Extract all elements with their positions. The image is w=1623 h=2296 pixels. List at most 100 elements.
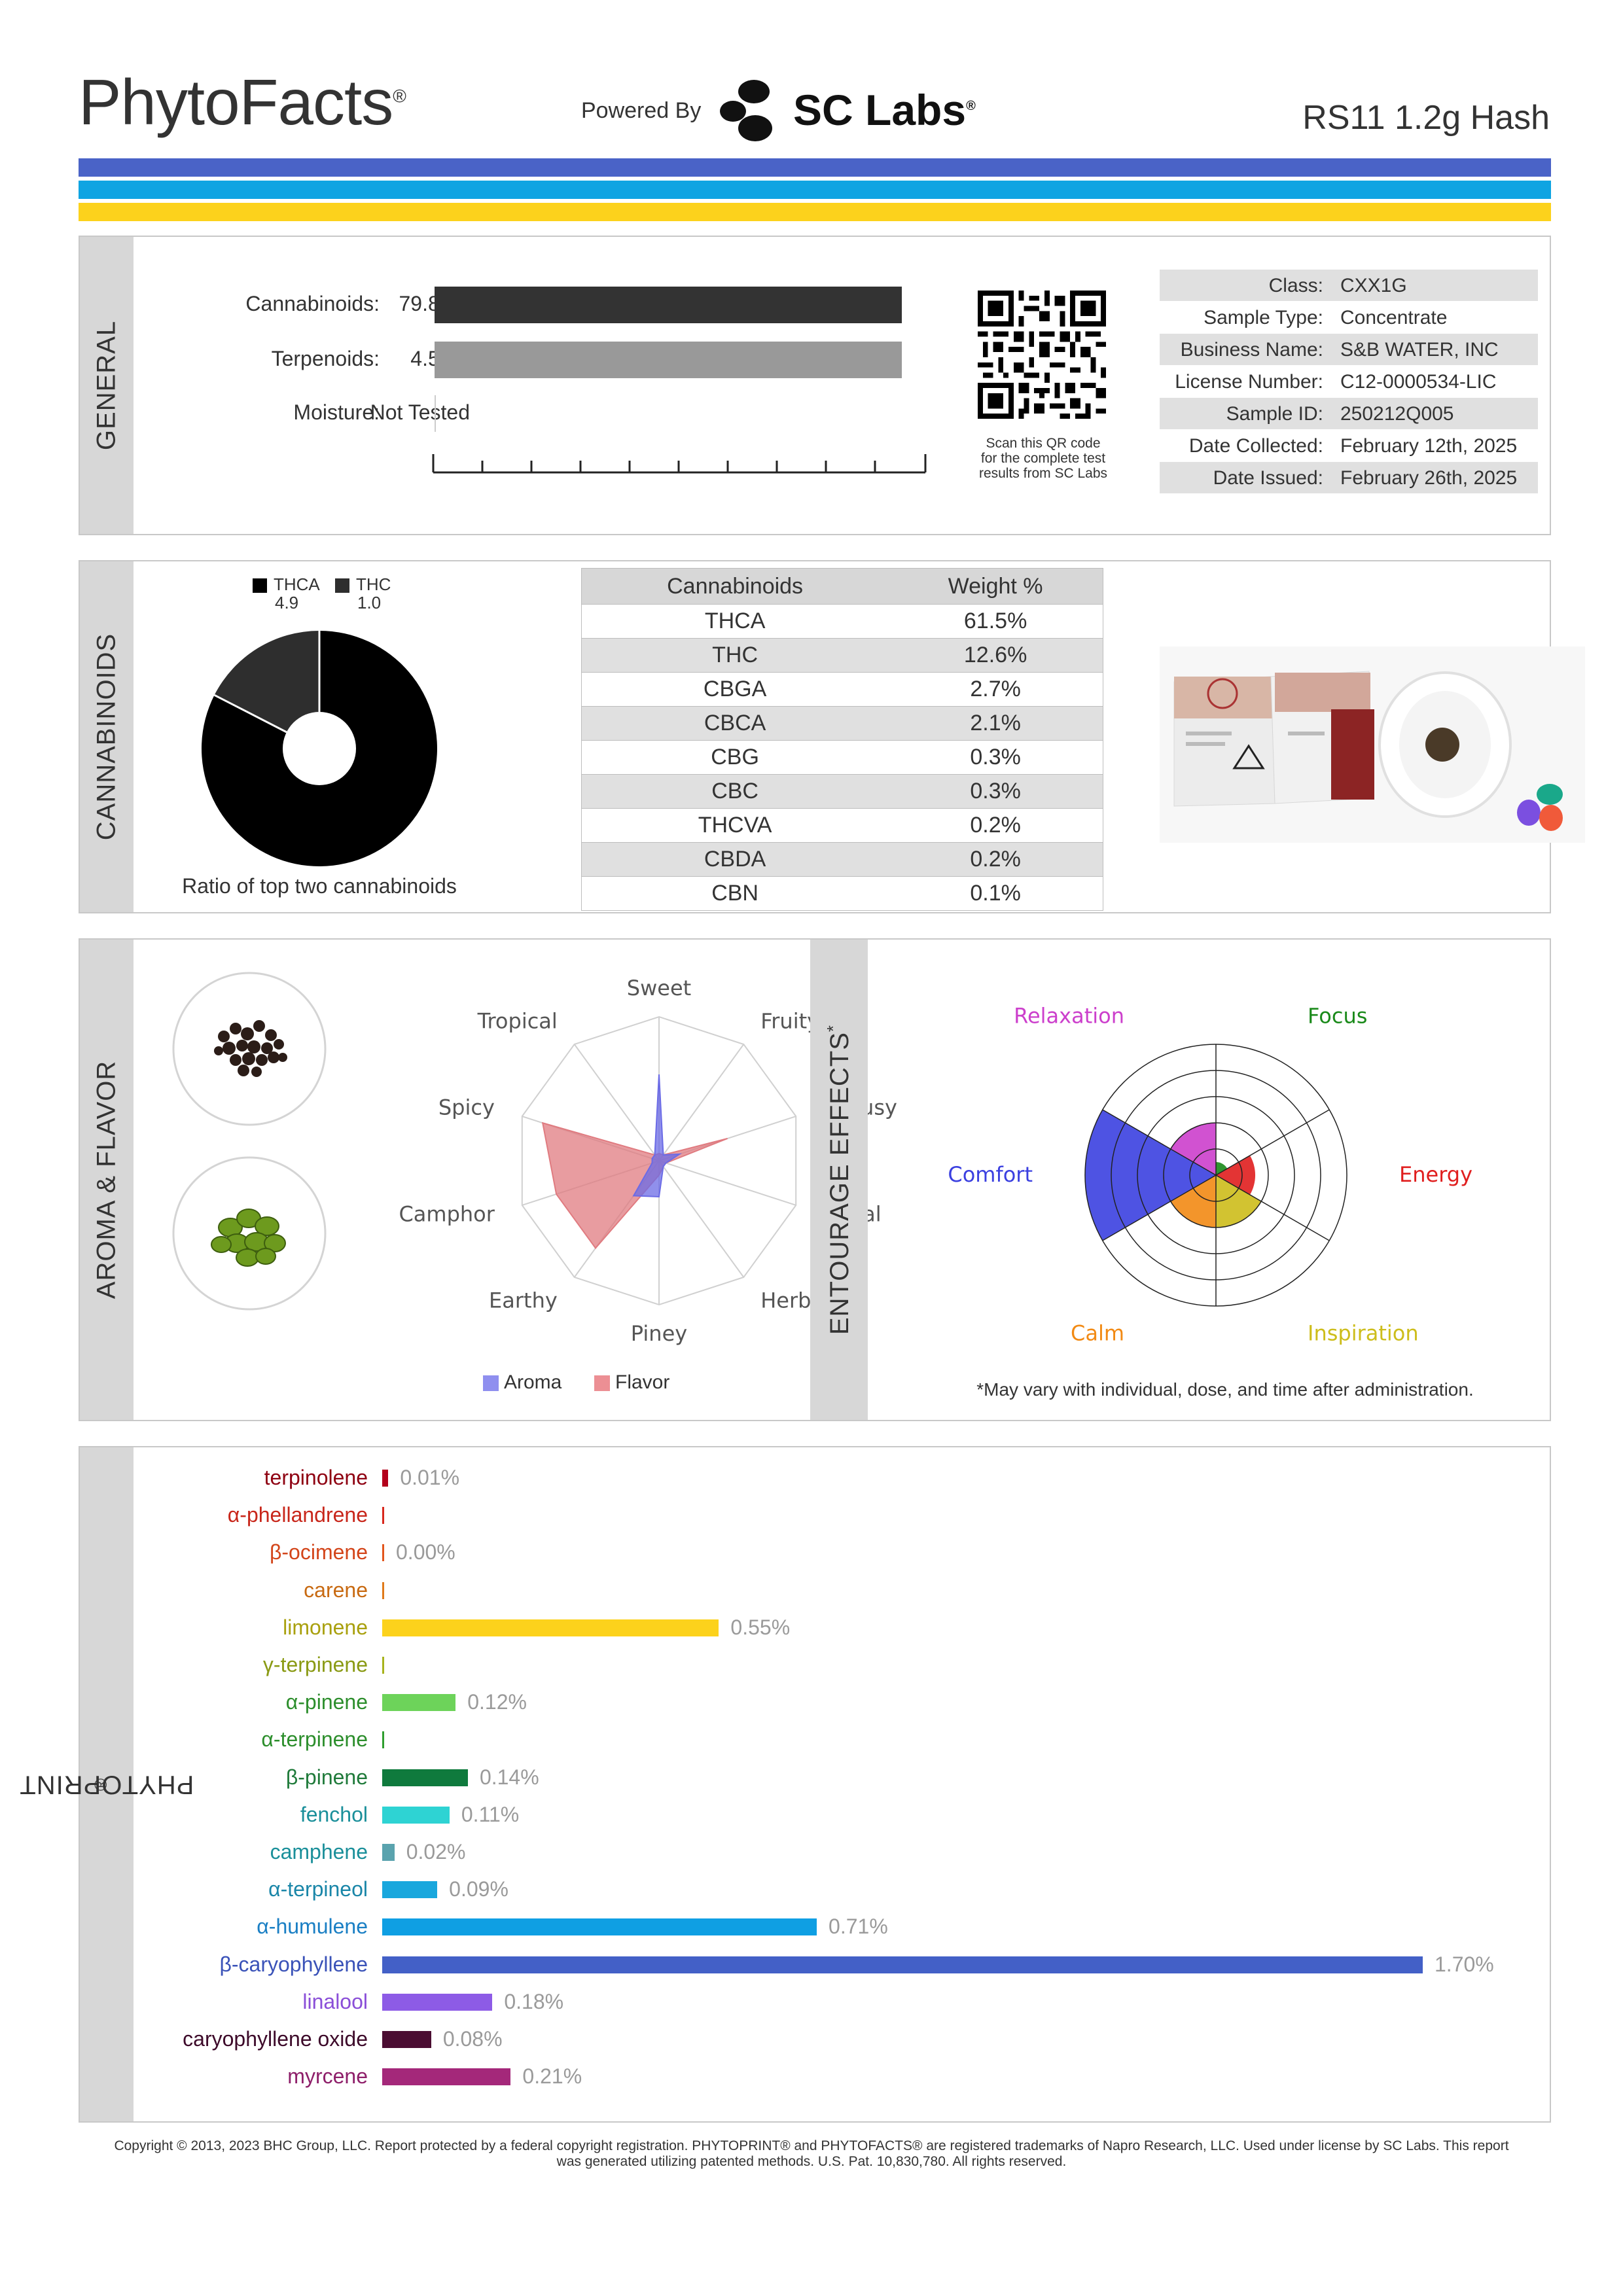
legend-swatch-aroma [483, 1375, 499, 1391]
info-value: 250212Q005 [1340, 403, 1454, 425]
table-cell: 0.1% [888, 876, 1103, 911]
info-value: February 12th, 2025 [1340, 435, 1518, 457]
terpene-value-label: 0.00% [396, 1540, 455, 1564]
effect-label-calm: Calm [1071, 1321, 1124, 1346]
terpene-value-label: 0.01% [400, 1466, 460, 1489]
aroma-tab: AROMA & FLAVOR [80, 940, 134, 1420]
radar-axis-label: Piney [631, 1321, 687, 1346]
brand-title: PhytoFacts® [79, 65, 406, 139]
terpene-bar [382, 1918, 817, 1936]
table-cell: CBG [581, 740, 889, 775]
qr-caption-line-3: results from SC Labs [978, 466, 1108, 481]
table-cell: 0.2% [888, 842, 1103, 877]
table-cell: 0.3% [888, 774, 1103, 809]
effect-wedge-comfort [1085, 1110, 1216, 1241]
radar-series-aroma [632, 1074, 683, 1198]
sc-labs-logo-icon [719, 79, 779, 144]
table-cell: THCA [581, 604, 889, 639]
info-key: Class: [1268, 275, 1323, 296]
info-key: Business Name: [1180, 339, 1323, 361]
powered-by: Powered By [581, 98, 702, 123]
terpene-bar [382, 1581, 384, 1599]
table-cell: CBC [581, 774, 889, 809]
terpene-bar [382, 1806, 450, 1824]
info-value: CXX1G [1340, 275, 1407, 296]
legend-ratio-thca: 4.9 [275, 593, 299, 612]
footer-line-1: Copyright © 2013, 2023 BHC Group, LLC. R… [114, 2138, 1509, 2153]
table-cell: THCVA [581, 808, 889, 843]
terpene-bar [382, 1657, 384, 1674]
terpene-value-label: 0.11% [461, 1802, 520, 1826]
terpene-value-label: 0.09% [449, 1877, 508, 1901]
radar-axis-label: Fruity [760, 1008, 819, 1033]
terpene-label: α-pinene [285, 1690, 368, 1714]
terpene-value-label: 0.12% [467, 1690, 527, 1714]
effects-note: *May vary with individual, dose, and tim… [976, 1379, 1474, 1400]
terpene-bar [382, 1470, 389, 1487]
hops-icon [172, 1156, 327, 1311]
terpene-bar [382, 1993, 493, 2011]
terpene-bar-chart: terpinolene 0.01% α-phellandrene β-ocimene 0… [80, 1447, 1550, 2121]
table-header: Cannabinoids [581, 568, 889, 605]
info-row-business-name: Business Name: S&B WATER, INC [1160, 334, 1538, 365]
table-row: CBDA 0.2% [581, 842, 1103, 877]
table-cell: 2.7% [888, 672, 1103, 707]
general-tab-label: GENERAL [92, 320, 121, 451]
terpene-value-label: 1.70% [1435, 1952, 1494, 1976]
polar-spoke [1215, 1109, 1330, 1176]
terpene-bar [382, 1844, 395, 1861]
black-pepper-icon [172, 972, 327, 1126]
donut-slice-thc [214, 631, 319, 741]
terpene-label: β-pinene [285, 1765, 368, 1789]
legend-swatch-thca [253, 578, 267, 593]
moisture-bar [435, 395, 436, 432]
table-cell: CBGA [581, 672, 889, 707]
terpene-label: β-ocimene [269, 1540, 368, 1564]
terpene-bar [382, 1769, 468, 1786]
cannabinoids-table: Cannabinoids Weight % THCA 61.5% THC 12.6% … [581, 568, 1103, 911]
legend-label-thc: THC [356, 574, 391, 594]
legend-label-aroma: Aroma [504, 1371, 562, 1393]
legend-swatch-thc [335, 578, 349, 593]
cannabinoids-bar [435, 287, 902, 323]
radar-spoke [658, 1160, 745, 1278]
table-cell: 0.3% [888, 740, 1103, 775]
table-cell: CBCA [581, 706, 889, 741]
table-row: CBN 0.1% [581, 876, 1103, 911]
general-panel: GENERAL Cannabinoids: 79.84% Terpenoids:… [79, 236, 1551, 535]
table-cell: THC [581, 638, 889, 673]
info-key: Date Collected: [1188, 435, 1323, 457]
table-cell: 61.5% [888, 604, 1103, 639]
terpene-value-label: 0.08% [442, 2027, 503, 2051]
aroma-tab-label: AROMA & FLAVOR [92, 1060, 121, 1299]
info-row-sample-id: Sample ID: 250212Q005 [1160, 398, 1538, 429]
info-key: License Number: [1175, 371, 1323, 393]
effect-wedge-energy [1216, 1156, 1256, 1195]
info-row-sample-type: Sample Type: Concentrate [1160, 302, 1538, 333]
donut-slice-thca [201, 631, 437, 866]
table-cell: 12.6% [888, 638, 1103, 673]
polar-spoke [1102, 1109, 1217, 1176]
cannabinoids-tab: CANNABINOIDS [80, 561, 134, 912]
cannabinoids-tab-label: CANNABINOIDS [92, 633, 121, 841]
cannabinoids-panel: CANNABINOIDS THCA 4.9 THC 1.0 Ratio of t… [79, 560, 1585, 913]
terpene-label: α-terpineol [268, 1877, 368, 1901]
effect-label-energy: Energy [1399, 1162, 1472, 1187]
effects-tab-text: ENTOURAGE EFFECTS [825, 1032, 855, 1335]
stripe-yellow [79, 203, 1551, 221]
brand-trademark: ® [393, 86, 406, 107]
table-cell: 2.1% [888, 706, 1103, 741]
table-row: CBC 0.3% [581, 774, 1103, 809]
terpene-bar [382, 1731, 384, 1749]
lab-name-text: SC Labs [793, 86, 967, 134]
terpene-value-label: 0.21% [522, 2064, 582, 2089]
legend-swatch-flavor [594, 1375, 610, 1391]
effect-label-comfort: Comfort [948, 1162, 1033, 1187]
terpene-value-label: 0.02% [406, 1840, 466, 1863]
radar-axis-label: Earthy [489, 1288, 558, 1313]
table-cell: CBN [581, 876, 889, 911]
qr-code-icon[interactable] [978, 291, 1106, 419]
terpene-label: β-caryophyllene [219, 1952, 368, 1976]
info-value: S&B WATER, INC [1340, 339, 1499, 361]
product-title: RS11 1.2g Hash [1302, 99, 1550, 137]
